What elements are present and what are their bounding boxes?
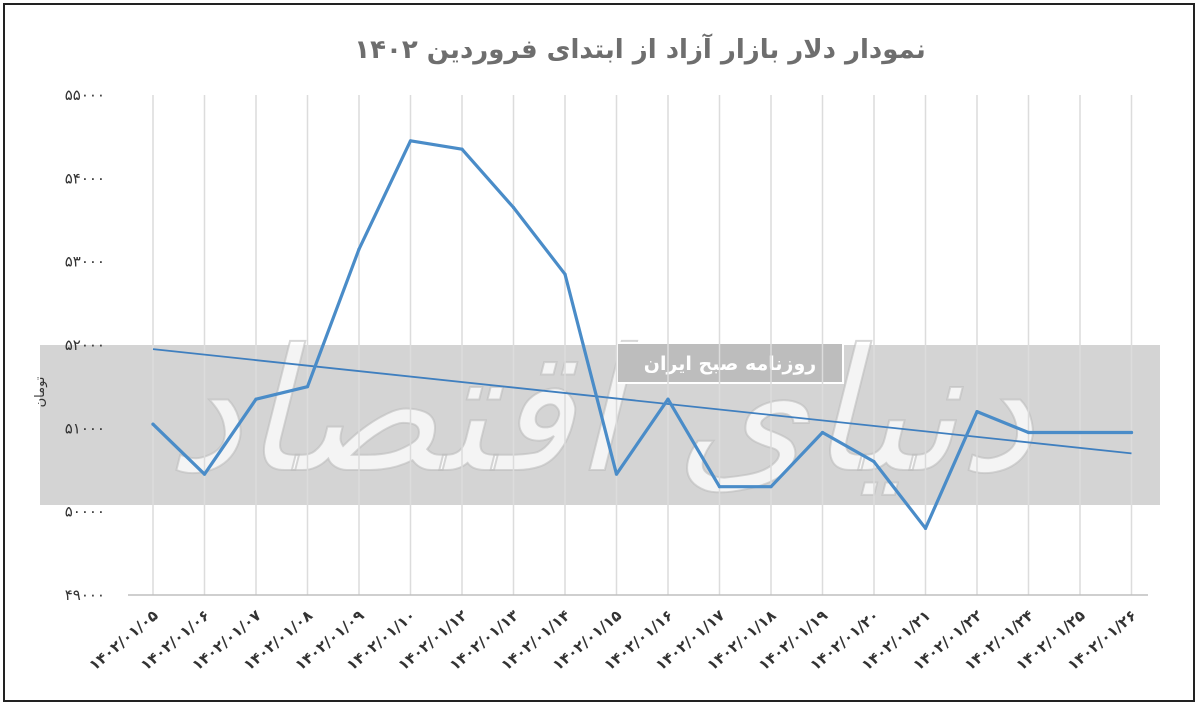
data-point bbox=[666, 397, 670, 401]
y-tick-label: ۵۱۰۰۰ bbox=[65, 419, 105, 437]
y-tick-label: ۵۳۰۰۰ bbox=[65, 253, 105, 271]
data-point bbox=[357, 247, 361, 251]
y-tick-label: ۴۹۰۰۰ bbox=[65, 586, 105, 604]
data-point bbox=[769, 485, 773, 489]
data-point bbox=[1026, 430, 1031, 435]
data-point bbox=[563, 272, 567, 276]
data-point bbox=[872, 460, 876, 464]
watermark: دنیای اقتصاد روزنامه صبح ایران bbox=[40, 312, 1160, 512]
watermark-tagline: روزنامه صبح ایران bbox=[644, 353, 816, 375]
x-axis: ۱۴۰۲/۰۱/۰۵۱۴۰۲/۰۱/۰۶۱۴۰۲/۰۱/۰۷۱۴۰۲/۰۱/۰۸… bbox=[85, 594, 1148, 674]
y-axis: ۴۹۰۰۰ ۵۰۰۰۰ ۵۱۰۰۰ ۵۲۰۰۰ ۵۳۰۰۰ ۵۴۰۰۰ ۵۵۰۰۰ bbox=[65, 86, 105, 604]
series-layer bbox=[151, 139, 1134, 530]
data-point bbox=[975, 410, 979, 414]
y-tick-label: ۵۲۰۰۰ bbox=[65, 336, 105, 354]
y-tick-label: ۵۰۰۰۰ bbox=[65, 503, 105, 521]
chart-title: نمودار دلار بازار آزاد از ابتدای فروردین… bbox=[354, 33, 926, 65]
y-tick-label: ۵۵۰۰۰ bbox=[65, 86, 105, 104]
data-point bbox=[923, 526, 928, 530]
data-point bbox=[305, 385, 310, 389]
data-point bbox=[202, 472, 207, 476]
data-point bbox=[1129, 430, 1134, 435]
data-point bbox=[408, 139, 413, 143]
data-point bbox=[820, 430, 825, 435]
data-point bbox=[614, 472, 619, 476]
watermark-band bbox=[40, 345, 1160, 505]
data-point bbox=[511, 205, 516, 210]
series-line bbox=[151, 139, 1134, 530]
y-axis-label: تومان bbox=[33, 376, 48, 407]
data-point bbox=[151, 422, 155, 426]
data-point bbox=[460, 147, 464, 151]
y-tick-label: ۵۴۰۰۰ bbox=[65, 169, 105, 187]
grid bbox=[152, 95, 1133, 595]
data-point bbox=[1078, 430, 1082, 435]
data-point bbox=[717, 485, 722, 489]
data-point bbox=[254, 397, 258, 401]
